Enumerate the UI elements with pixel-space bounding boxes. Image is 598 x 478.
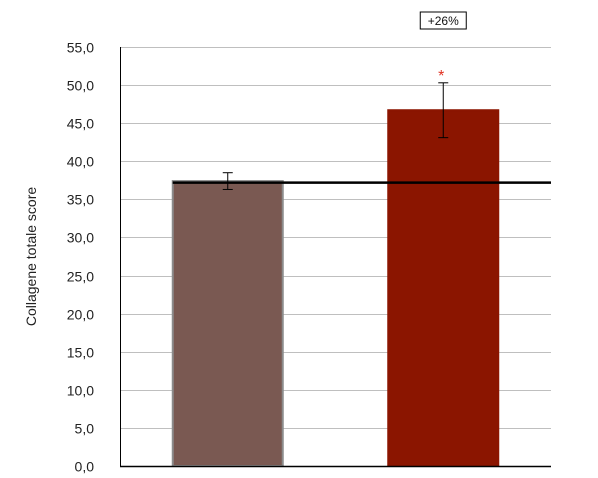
bars <box>171 109 500 468</box>
y-tick-label: 40,0 <box>67 154 94 170</box>
y-tick-label: 20,0 <box>67 307 94 323</box>
significance-marker: * <box>438 68 444 85</box>
y-tick-label: 55,0 <box>67 40 94 56</box>
annotations: +26% * <box>419 11 467 85</box>
y-tick-label: 10,0 <box>67 383 94 399</box>
bar <box>387 109 500 468</box>
percent-change-label: +26% <box>428 14 459 28</box>
error-bars <box>172 82 551 190</box>
y-tick-label: 0,0 <box>75 459 95 475</box>
y-tick-labels: 0,0 5,0 10,0 15,0 20,0 25,0 30,0 35,0 40,0 45,0 50… <box>67 40 94 475</box>
y-axis-title: Collagene totale score <box>23 187 39 327</box>
y-tick-label: 35,0 <box>67 192 94 208</box>
y-tick-label: 45,0 <box>67 116 94 132</box>
y-tick-label: 15,0 <box>67 345 94 361</box>
y-tick-label: 30,0 <box>67 230 94 246</box>
bar <box>171 180 284 468</box>
percent-change-box <box>419 11 467 30</box>
axes <box>120 47 551 468</box>
y-tick-label: 25,0 <box>67 269 94 285</box>
y-tick-label: 5,0 <box>75 421 95 437</box>
y-tick-label: 50,0 <box>67 78 94 94</box>
